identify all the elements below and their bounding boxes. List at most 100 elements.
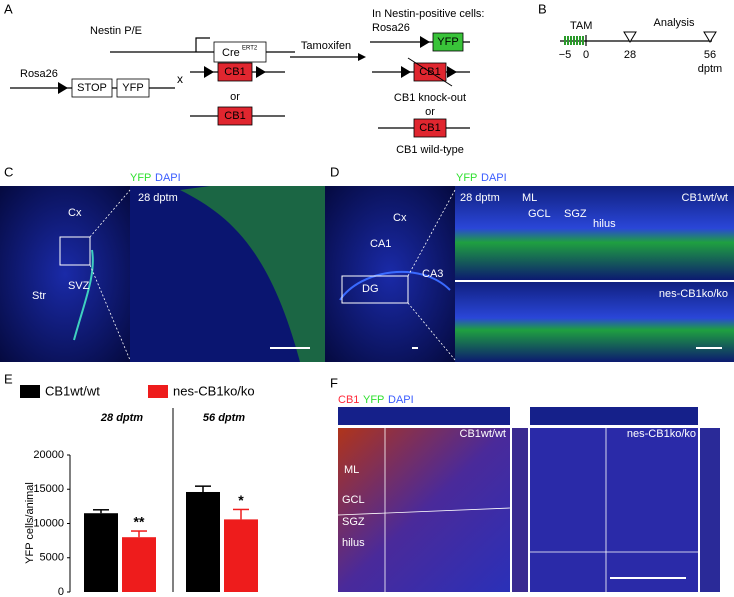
text: DAPI [481, 172, 507, 184]
panel-f: F CB1 YFP DAPI CB1wt/wt nes-CB1ko/ko ML … [330, 375, 720, 592]
text: SGZ [564, 208, 587, 220]
text: DAPI [155, 172, 181, 184]
text: hilus [342, 537, 365, 549]
text: Rosa26 [372, 22, 410, 34]
cross-out [407, 57, 453, 87]
legend-label: nes-CB1ko/ko [173, 383, 255, 398]
text: Cre [222, 47, 240, 59]
zoom-box [341, 275, 409, 304]
text: ML [344, 464, 359, 476]
panel-b: B TAM −5 0 28 Analysis 56 dptm [538, 1, 722, 74]
y-tick-label: 0 [58, 586, 64, 597]
micrograph [455, 186, 734, 280]
text: DG [362, 283, 379, 295]
yfp-signal [180, 186, 325, 362]
text: YFP [130, 172, 151, 184]
text: Tamoxifen [301, 40, 351, 52]
text: CA3 [422, 268, 443, 280]
text: CB1 [419, 122, 440, 134]
text: 28 dptm [460, 192, 500, 204]
text: SVZ [68, 280, 90, 292]
text: CB1 [224, 66, 245, 78]
text: 56 [704, 49, 716, 61]
micrograph [530, 407, 698, 425]
text: Str [32, 290, 46, 302]
text: CB1wt/wt [682, 192, 728, 204]
y-axis-label: YFP cells/animal [24, 482, 36, 564]
panel-label: E [4, 371, 13, 386]
zoom-line [89, 264, 131, 361]
text: YFP [363, 394, 384, 406]
micrograph [530, 428, 698, 592]
panel-d: D YFP DAPI Cx CA1 CA3 DG 28 dptm ML GCL … [325, 164, 734, 362]
gene-box [432, 32, 464, 52]
text: Rosa26 [20, 68, 58, 80]
arrow [58, 82, 68, 94]
panel-e: E YFP cells/animal 0 5000 10000 15000 20000 C… [4, 371, 258, 597]
panel-label: B [538, 1, 547, 16]
micrograph [700, 428, 720, 592]
bar [186, 491, 220, 592]
text: GCL [528, 208, 551, 220]
text: hilus [593, 218, 616, 230]
panel-label: A [4, 1, 13, 16]
tam-ticks [564, 36, 584, 45]
gene-box [217, 62, 253, 82]
text: −5 [559, 49, 572, 61]
text: 28 [624, 49, 636, 61]
text: or [230, 91, 240, 103]
text: YFP [437, 36, 458, 48]
text: DAPI [388, 394, 414, 406]
significance: * [238, 492, 244, 508]
text: Cx [393, 212, 407, 224]
text: CA1 [370, 238, 391, 250]
marker [623, 31, 637, 43]
text: YFP [122, 82, 143, 94]
bar [224, 519, 258, 592]
text: STOP [77, 82, 107, 94]
text: nes-CB1ko/ko [627, 428, 696, 440]
legend-swatch [148, 385, 168, 398]
text: dptm [698, 63, 722, 75]
significance: ** [134, 514, 145, 530]
text: Cx [68, 207, 82, 219]
text: ML [522, 192, 537, 204]
text: or [425, 106, 435, 118]
category-label: 56 dptm [203, 412, 245, 424]
zoom-box [59, 236, 91, 266]
text: CB1 wild-type [396, 144, 464, 156]
arrow-head [358, 53, 366, 61]
text: x [177, 72, 183, 86]
panel-label: C [4, 164, 13, 179]
gene-box [116, 78, 150, 98]
micrograph [338, 428, 510, 592]
bar [84, 513, 118, 592]
y-tick-label: 15000 [33, 483, 64, 495]
svz [73, 249, 94, 341]
text: YFP [456, 172, 477, 184]
hippocampus [339, 270, 451, 301]
text: Analysis [654, 17, 695, 29]
text: 28 dptm [138, 192, 178, 204]
text: 0 [583, 49, 589, 61]
y-tick-label: 5000 [40, 552, 64, 564]
gene-box [413, 118, 447, 138]
micrograph [512, 428, 528, 592]
gene-box [213, 41, 267, 63]
y-tick-label: 10000 [33, 517, 64, 529]
panel-label: F [330, 375, 338, 390]
micrograph [455, 282, 734, 362]
arrow [420, 36, 430, 48]
text: GCL [342, 494, 365, 506]
promoter-arrow [195, 37, 210, 52]
crosshair [337, 425, 698, 592]
gene-box [71, 78, 113, 98]
bar [122, 537, 156, 592]
category-label: 28 dptm [100, 412, 143, 424]
text: Nestin P/E [90, 25, 142, 37]
text: CB1 knock-out [394, 92, 466, 104]
panel-a: A Nestin P/E Cre ERT2 x Rosa26 STOP YFP … [4, 1, 485, 155]
micrograph [338, 407, 510, 425]
text: CB1 [224, 110, 245, 122]
